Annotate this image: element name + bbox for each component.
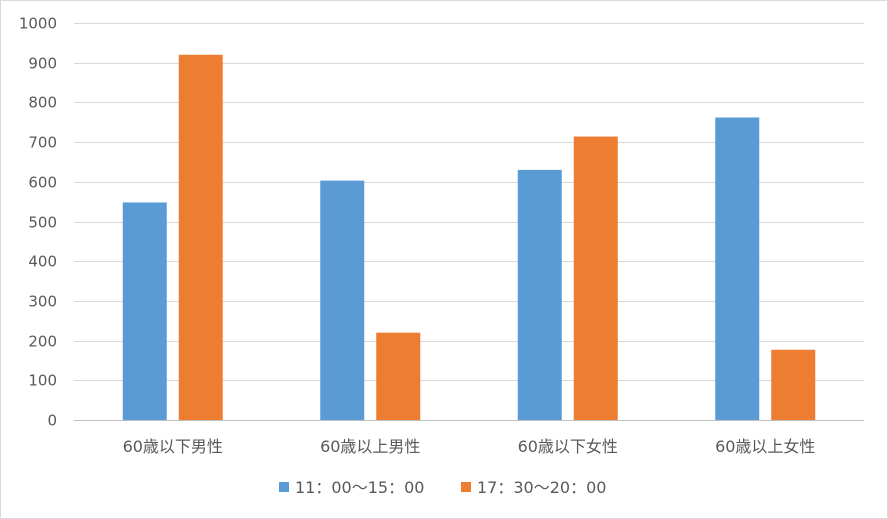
bar-1-4 bbox=[715, 117, 760, 421]
legend-label: 11：00～15：00 bbox=[295, 478, 424, 497]
y-tick-label: 900 bbox=[28, 55, 57, 73]
y-tick-label: 500 bbox=[28, 214, 57, 232]
y-tick-label: 700 bbox=[28, 134, 57, 152]
y-tick-label: 800 bbox=[28, 94, 57, 112]
bar-2-1 bbox=[178, 54, 223, 420]
x-category-label: 60歳以上男性 bbox=[320, 437, 420, 456]
y-tick-label: 200 bbox=[28, 333, 57, 351]
y-tick-label: 1000 bbox=[19, 15, 57, 33]
bar-2-3 bbox=[573, 136, 618, 421]
x-axis: 60歳以下男性 60歳以上男性 60歳以下女性 60歳以上女性 bbox=[74, 420, 864, 456]
bar-2-4 bbox=[771, 349, 816, 420]
bars bbox=[122, 54, 816, 421]
x-category-label: 60歳以下男性 bbox=[123, 437, 223, 456]
x-category-label: 60歳以下女性 bbox=[518, 437, 618, 456]
y-tick-label: 400 bbox=[28, 253, 57, 271]
y-tick-label: 100 bbox=[28, 372, 57, 390]
legend: 11：00～15：00 17：30～20：00 bbox=[279, 478, 606, 497]
y-tick-label: 0 bbox=[47, 412, 57, 430]
bar-1-1 bbox=[122, 202, 167, 420]
legend-swatch bbox=[461, 482, 471, 492]
bar-1-3 bbox=[517, 169, 562, 420]
bar-2-2 bbox=[376, 332, 421, 420]
legend-label: 17：30～20：00 bbox=[477, 478, 606, 497]
legend-swatch bbox=[279, 482, 289, 492]
y-tick-label: 300 bbox=[28, 293, 57, 311]
y-tick-label: 600 bbox=[28, 174, 57, 192]
x-category-label: 60歳以上女性 bbox=[715, 437, 815, 456]
bar-1-2 bbox=[320, 180, 365, 420]
y-axis-tick-labels: 0 100 200 300 400 500 600 700 800 900 1000 bbox=[19, 15, 57, 430]
